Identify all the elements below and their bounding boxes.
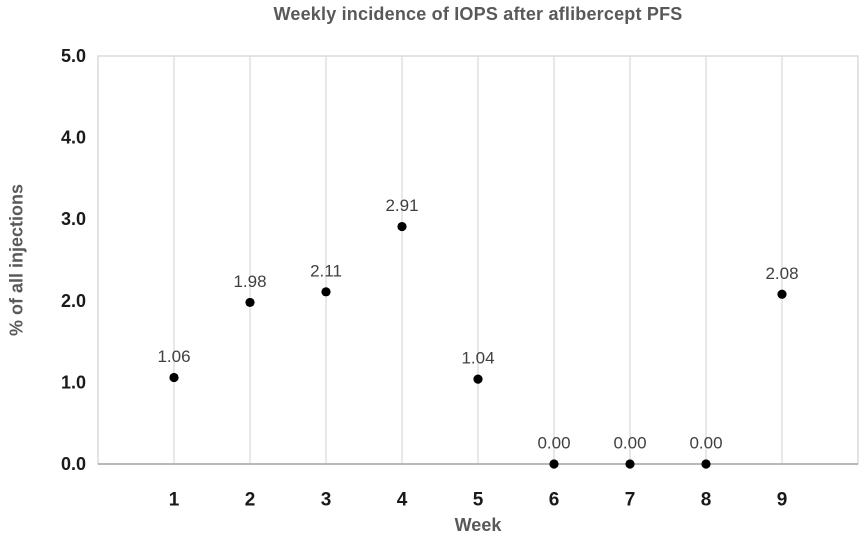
- data-point-label: 1.06: [157, 347, 190, 366]
- data-point-label: 2.91: [385, 196, 418, 215]
- y-tick-label: 4.0: [61, 128, 86, 148]
- data-point: [777, 289, 787, 299]
- data-point-label: 2.11: [310, 261, 342, 280]
- data-point: [625, 459, 635, 469]
- data-point: [321, 287, 331, 297]
- y-tick-label: 1.0: [61, 372, 86, 392]
- y-tick-label: 0.0: [61, 454, 86, 474]
- x-tick-label: 2: [245, 490, 256, 511]
- data-point-label: 1.04: [461, 349, 494, 368]
- data-point: [169, 372, 179, 383]
- x-tick-label: 6: [549, 490, 560, 511]
- x-tick-label: 5: [473, 490, 484, 511]
- data-point-label: 0.00: [613, 434, 646, 453]
- x-tick-label: 9: [777, 490, 788, 511]
- data-point: [397, 221, 407, 232]
- x-tick-label: 8: [701, 490, 712, 511]
- data-point: [701, 459, 711, 469]
- x-tick-label: 7: [625, 490, 636, 511]
- y-tick-label: 2.0: [61, 291, 86, 311]
- data-point: [473, 374, 483, 384]
- data-point: [245, 297, 255, 308]
- x-axis-title: Week: [454, 515, 502, 535]
- data-point: [549, 459, 559, 469]
- x-tick-label: 1: [169, 490, 180, 511]
- data-point-label: 0.00: [537, 434, 570, 453]
- data-point-label: 2.08: [765, 264, 798, 283]
- y-tick-label: 5.0: [61, 46, 86, 66]
- data-point-label: 0.00: [689, 434, 722, 453]
- chart-title: Weekly incidence of IOPS after afliberce…: [273, 4, 683, 24]
- y-tick-label: 3.0: [61, 209, 86, 229]
- data-point-label: 1.98: [233, 272, 266, 291]
- x-tick-label: 3: [321, 490, 332, 511]
- x-tick-label: 4: [397, 490, 408, 511]
